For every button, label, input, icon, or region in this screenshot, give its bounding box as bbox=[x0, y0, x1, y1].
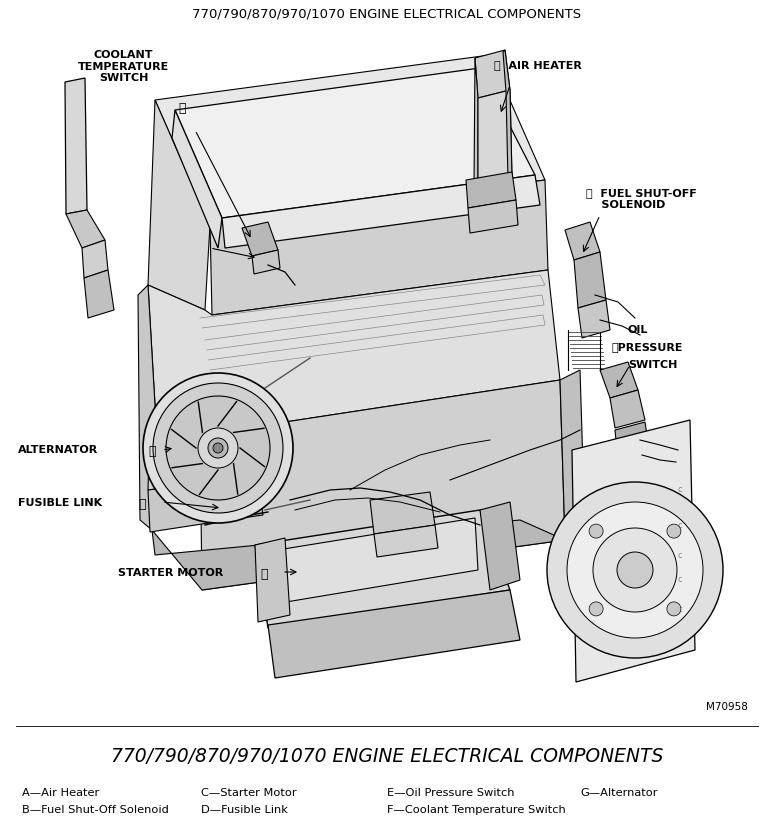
Text: E—Oil Pressure Switch: E—Oil Pressure Switch bbox=[387, 788, 515, 798]
Circle shape bbox=[593, 528, 677, 612]
Text: c: c bbox=[678, 605, 683, 614]
Text: STARTER MOTOR: STARTER MOTOR bbox=[118, 568, 223, 578]
Text: Ⓒ: Ⓒ bbox=[260, 568, 268, 581]
Text: SWITCH: SWITCH bbox=[628, 360, 677, 370]
Polygon shape bbox=[565, 222, 600, 260]
Text: 770/790/870/970/1070 ENGINE ELECTRICAL COMPONENTS: 770/790/870/970/1070 ENGINE ELECTRICAL C… bbox=[193, 8, 581, 21]
Text: ⓕ: ⓕ bbox=[178, 102, 186, 115]
Polygon shape bbox=[572, 420, 695, 682]
Polygon shape bbox=[148, 410, 225, 490]
Text: c: c bbox=[678, 575, 683, 584]
Polygon shape bbox=[503, 50, 512, 180]
Polygon shape bbox=[200, 380, 565, 590]
Text: Ⓑ  FUEL SHUT-OFF
    SOLENOID: Ⓑ FUEL SHUT-OFF SOLENOID bbox=[586, 188, 697, 210]
Text: ⓔPRESSURE: ⓔPRESSURE bbox=[612, 342, 683, 352]
Polygon shape bbox=[600, 362, 638, 398]
Text: M70958: M70958 bbox=[706, 702, 748, 712]
Polygon shape bbox=[155, 55, 545, 225]
Text: F—Coolant Temperature Switch: F—Coolant Temperature Switch bbox=[387, 805, 566, 815]
Text: c: c bbox=[678, 486, 683, 495]
Text: FUSIBLE LINK: FUSIBLE LINK bbox=[18, 498, 102, 508]
Circle shape bbox=[589, 524, 603, 538]
Circle shape bbox=[567, 502, 703, 638]
Polygon shape bbox=[255, 510, 510, 628]
Text: G—Alternator: G—Alternator bbox=[580, 788, 658, 798]
Circle shape bbox=[166, 396, 270, 500]
Polygon shape bbox=[374, 525, 438, 557]
Polygon shape bbox=[615, 422, 650, 462]
Circle shape bbox=[589, 602, 603, 616]
Polygon shape bbox=[172, 110, 222, 248]
Polygon shape bbox=[175, 68, 535, 218]
Circle shape bbox=[198, 428, 238, 468]
Polygon shape bbox=[152, 520, 565, 590]
Text: c: c bbox=[678, 550, 683, 559]
Polygon shape bbox=[466, 172, 516, 208]
Polygon shape bbox=[222, 175, 540, 248]
Polygon shape bbox=[574, 252, 606, 308]
Polygon shape bbox=[252, 250, 280, 274]
Polygon shape bbox=[560, 370, 585, 540]
Text: ⓓ: ⓓ bbox=[138, 498, 146, 511]
Polygon shape bbox=[268, 590, 520, 678]
Polygon shape bbox=[148, 270, 560, 435]
FancyBboxPatch shape bbox=[0, 0, 774, 720]
Circle shape bbox=[667, 602, 681, 616]
Text: D—Fusible Link: D—Fusible Link bbox=[201, 805, 288, 815]
Text: OIL: OIL bbox=[628, 325, 649, 335]
Polygon shape bbox=[225, 492, 263, 520]
Circle shape bbox=[153, 383, 283, 513]
Circle shape bbox=[667, 524, 681, 538]
Circle shape bbox=[208, 438, 228, 458]
Polygon shape bbox=[474, 58, 478, 186]
Polygon shape bbox=[65, 78, 87, 214]
Polygon shape bbox=[468, 200, 518, 233]
Polygon shape bbox=[480, 502, 520, 590]
Circle shape bbox=[547, 482, 723, 658]
Polygon shape bbox=[66, 210, 105, 248]
Circle shape bbox=[617, 552, 653, 588]
Polygon shape bbox=[478, 90, 512, 185]
Polygon shape bbox=[242, 222, 278, 256]
Polygon shape bbox=[265, 518, 478, 605]
Text: B—Fuel Shut-Off Solenoid: B—Fuel Shut-Off Solenoid bbox=[22, 805, 169, 815]
Polygon shape bbox=[255, 538, 290, 622]
Text: ALTERNATOR: ALTERNATOR bbox=[18, 445, 98, 455]
Polygon shape bbox=[210, 180, 548, 315]
Text: ⓖ: ⓖ bbox=[148, 445, 156, 458]
Circle shape bbox=[213, 443, 223, 453]
Polygon shape bbox=[82, 240, 108, 278]
Polygon shape bbox=[138, 285, 155, 530]
Polygon shape bbox=[84, 270, 114, 318]
Text: 770/790/870/970/1070 ENGINE ELECTRICAL COMPONENTS: 770/790/870/970/1070 ENGINE ELECTRICAL C… bbox=[111, 747, 663, 766]
Polygon shape bbox=[148, 480, 228, 532]
Text: c: c bbox=[678, 521, 683, 529]
Text: A—Air Heater: A—Air Heater bbox=[22, 788, 99, 798]
Text: COOLANT
TEMPERATURE
SWITCH: COOLANT TEMPERATURE SWITCH bbox=[78, 50, 170, 84]
Circle shape bbox=[143, 373, 293, 523]
Polygon shape bbox=[475, 50, 510, 98]
Polygon shape bbox=[610, 390, 645, 428]
Polygon shape bbox=[148, 100, 210, 310]
Polygon shape bbox=[578, 300, 610, 338]
Polygon shape bbox=[370, 492, 435, 534]
Text: C—Starter Motor: C—Starter Motor bbox=[201, 788, 297, 798]
Text: Ⓐ  AIR HEATER: Ⓐ AIR HEATER bbox=[494, 60, 582, 70]
